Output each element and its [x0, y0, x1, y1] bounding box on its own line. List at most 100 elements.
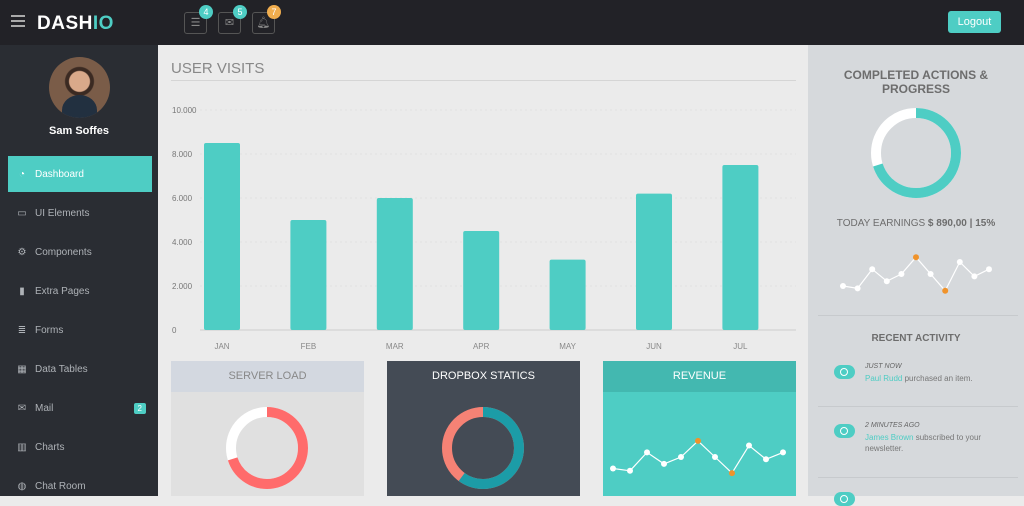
revenue-line: [612, 440, 784, 475]
divider: [818, 406, 1018, 407]
earnings-point: [898, 271, 905, 277]
earnings-value: $ 890,00 | 15%: [927, 218, 996, 229]
sidebar-item-extra-pages[interactable]: ▮ Extra Pages: [8, 273, 152, 309]
sidebar-item-label: Mail: [35, 402, 54, 414]
activity-text: purchased an item.: [902, 374, 973, 383]
bar-chart-icon: ▥: [17, 441, 27, 453]
y-tick-label: 2.000: [172, 282, 193, 291]
bell-icon[interactable]: 🔔︎ 7: [252, 5, 281, 34]
sidebar-item-label: Charts: [35, 441, 65, 453]
dropbox-value: [442, 407, 524, 489]
revenue-point: [763, 456, 769, 463]
comments-icon: ◍: [17, 480, 27, 492]
activity-item: 2 MINUTES AGO James Brown subscribed to y…: [834, 422, 1004, 454]
sidebar-item-label: Dashboard: [35, 168, 84, 180]
user-visits-chart: 0 2.000 4.000 6.000 8.000 10.000 JAN FEB MAR APR M…: [172, 106, 796, 351]
bar-jun: [636, 193, 672, 330]
avatar[interactable]: [49, 57, 110, 118]
bar-may: [549, 259, 586, 330]
activity-user-link[interactable]: Paul Rudd: [865, 374, 903, 383]
sidebar-item-charts[interactable]: ▥ Charts: [8, 429, 152, 465]
revenue-point: [644, 449, 650, 456]
earnings: TODAY EARNINGS $ 890,00 | 15%: [808, 218, 1024, 229]
sidebar-item-chat-room[interactable]: ◍ Chat Room: [8, 468, 152, 504]
logout-button[interactable]: Logout: [948, 11, 1001, 33]
cogs-icon: ⚙: [17, 246, 27, 258]
server-load-donut: [226, 407, 308, 489]
dropbox-panel: DROPBOX STATICS: [387, 361, 580, 496]
earnings-point: [986, 266, 992, 273]
tasks-badge: 4: [199, 5, 213, 19]
server-load-panel: SERVER LOAD: [171, 361, 364, 496]
envelope-icon: ✉: [17, 402, 27, 414]
logo-accent: IO: [92, 13, 114, 34]
sidebar-item-dashboard[interactable]: ◔ Dashboard: [8, 156, 152, 192]
earnings-point: [869, 266, 876, 273]
activity-time: 2 MINUTES AGO: [865, 422, 920, 429]
sidebar-item-components[interactable]: ⚙ Components: [8, 234, 152, 270]
revenue-panel: REVENUE: [603, 361, 796, 496]
activity-user-link[interactable]: James Brown: [865, 433, 914, 442]
x-tick-label: APR: [473, 342, 490, 351]
notifications-badge: 7: [267, 5, 281, 19]
y-tick-label: 0: [172, 326, 177, 335]
envelope-icon[interactable]: ✉ 5: [218, 5, 247, 34]
revenue-point: [729, 470, 735, 477]
menu-toggle-icon[interactable]: [11, 15, 25, 27]
dashboard-icon: ◔: [18, 168, 26, 180]
earnings-sparkline: [840, 254, 992, 294]
clock-icon: [834, 492, 855, 506]
revenue-point: [746, 442, 752, 449]
sidebar-item-label: Components: [35, 246, 92, 258]
top-bar: DASHIO ☰ 4 ✉ 5 🔔︎ 7 Logout: [0, 0, 1024, 45]
progress-title: COMPLETED ACTIONS & PROGRESS: [843, 68, 989, 96]
earnings-point: [927, 271, 934, 277]
revenue-point: [695, 437, 701, 444]
messages-badge: 5: [233, 5, 247, 19]
revenue-point: [661, 460, 667, 467]
tasks-icon[interactable]: ☰ 4: [184, 5, 213, 34]
progress-donut: [871, 108, 961, 198]
activity-time: JUST NOW: [865, 363, 902, 370]
sidebar-item-label: Forms: [35, 324, 64, 336]
book-icon: ▮: [19, 285, 25, 297]
earnings-point: [942, 287, 949, 294]
revenue-point: [678, 454, 684, 460]
y-tick-label: 10.000: [172, 106, 197, 115]
logo-text: DASH: [37, 13, 93, 34]
y-tick-label: 8.000: [172, 150, 193, 159]
earnings-point: [971, 273, 978, 280]
earnings-line: [842, 256, 990, 292]
sidebar-item-ui-elements[interactable]: ▭ UI Elements: [8, 195, 152, 231]
sidebar-item-label: Extra Pages: [35, 285, 90, 297]
table-icon: ▦: [17, 363, 27, 375]
clock-icon: [834, 365, 855, 379]
progress-value: [871, 108, 961, 198]
earnings-point: [883, 278, 890, 285]
activity-text: subscribed to your newsletter.: [865, 433, 982, 453]
earnings-point: [913, 254, 919, 261]
x-tick-label: JUL: [733, 342, 748, 351]
sidebar-item-data-tables[interactable]: ▦ Data Tables: [8, 351, 152, 387]
bar-mar: [376, 198, 413, 330]
x-tick-label: MAY: [559, 342, 576, 351]
sidebar-item-mail[interactable]: ✉ Mail 2: [8, 390, 152, 426]
x-tick-label: JAN: [214, 342, 229, 351]
recent-activity-title: RECENT ACTIVITY: [871, 333, 961, 344]
logo[interactable]: DASHIO: [37, 13, 114, 35]
bar-feb: [290, 220, 327, 330]
revenue-point: [610, 465, 616, 472]
server-load-title: SERVER LOAD: [171, 361, 364, 392]
y-tick-label: 4.000: [172, 238, 193, 247]
divider: [818, 477, 1018, 478]
sidebar: Sam Soffes ◔ Dashboard ▭ UI Elements ⚙ Compon…: [0, 45, 158, 496]
revenue-point: [712, 454, 718, 460]
x-tick-label: JUN: [646, 342, 662, 351]
bar-jan: [204, 143, 240, 330]
revenue-point: [627, 467, 633, 474]
divider: [171, 80, 796, 81]
revenue-sparkline: [610, 437, 786, 477]
sidebar-item-forms[interactable]: ≣ Forms: [8, 312, 152, 348]
earnings-point: [854, 285, 861, 292]
bar-apr: [463, 231, 500, 330]
